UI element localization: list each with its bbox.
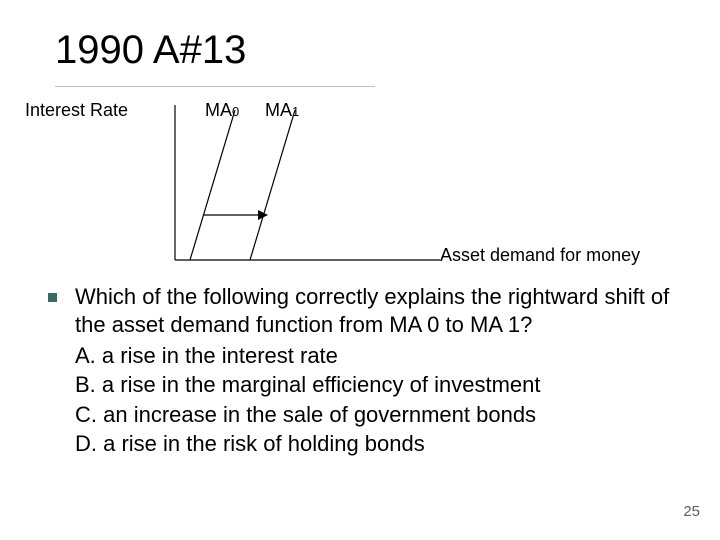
slide-title: 1990 A#13 [55, 28, 246, 73]
bullet-icon [48, 293, 57, 302]
question-stem-row: Which of the following correctly explain… [40, 283, 680, 339]
option-b: B. a rise in the marginal efficiency of … [40, 371, 680, 399]
curve-ma0 [190, 110, 235, 260]
question-block: Which of the following correctly explain… [40, 283, 680, 458]
question-stem: Which of the following correctly explain… [75, 284, 669, 337]
chart-area [160, 100, 440, 270]
option-a: A. a rise in the interest rate [40, 342, 680, 370]
option-d: D. a rise in the risk of holding bonds [40, 430, 680, 458]
title-underline [55, 86, 375, 87]
slide: 1990 A#13 Interest Rate MA0 MA1 Asset de… [0, 0, 720, 540]
page-number: 25 [683, 503, 700, 520]
option-c: C. an increase in the sale of government… [40, 401, 680, 429]
y-axis-label: Interest Rate [25, 100, 128, 121]
curve-ma1 [250, 110, 295, 260]
x-axis-label: Asset demand for money [440, 245, 640, 266]
